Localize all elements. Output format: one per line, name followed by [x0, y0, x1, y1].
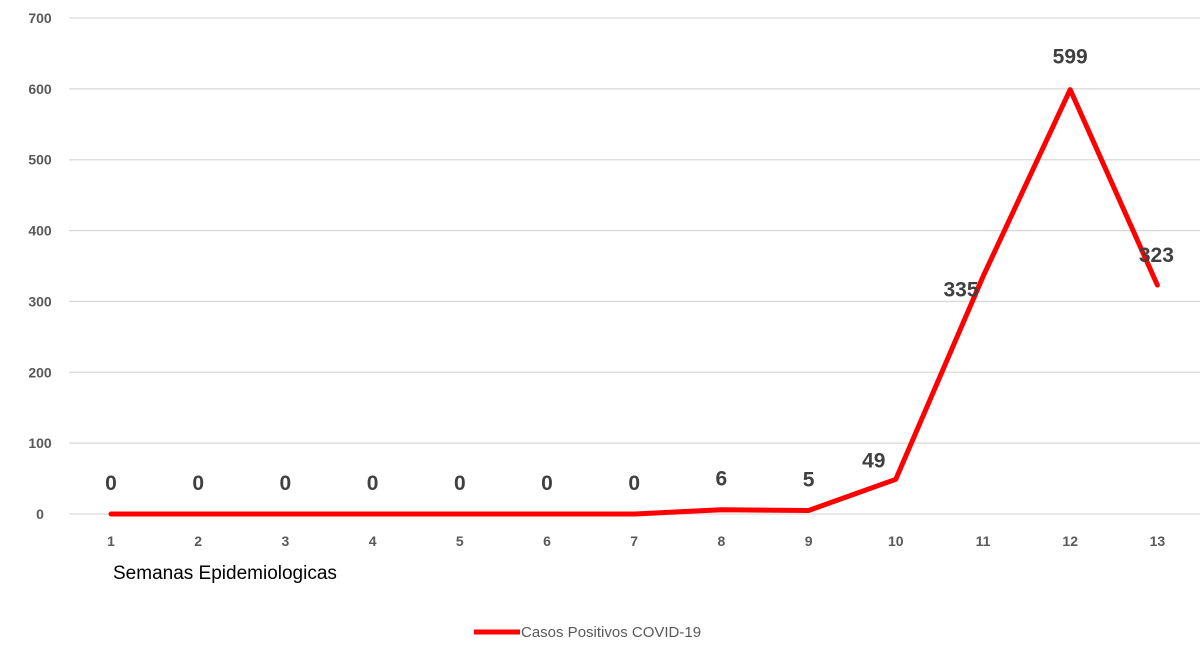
data-label: 0	[541, 472, 553, 495]
data-label: 5	[803, 468, 815, 491]
data-label: 0	[105, 472, 117, 495]
x-tick-label: 8	[718, 533, 726, 549]
x-tick-label: 4	[369, 533, 377, 549]
legend: Casos Positivos COVID-19	[474, 624, 701, 641]
legend-label: Casos Positivos COVID-19	[521, 624, 701, 641]
series-line	[108, 87, 1160, 517]
y-tick-label: 0	[36, 506, 44, 522]
series-group	[108, 87, 1160, 517]
x-tick-label: 3	[282, 533, 290, 549]
data-label: 0	[192, 472, 204, 495]
data-label: 0	[454, 472, 466, 495]
y-tick-label: 200	[28, 364, 52, 380]
data-label: 6	[716, 468, 728, 491]
x-tick-label: 2	[194, 533, 202, 549]
data-label: 0	[628, 472, 640, 495]
data-label: 49	[862, 449, 885, 472]
data-label: 323	[1139, 244, 1174, 267]
x-axis-ticks: 1 2 3 4 5 6 7 8 9 10 11 12 13	[107, 533, 1165, 549]
x-tick-label: 5	[456, 533, 464, 549]
y-tick-label: 500	[28, 152, 52, 168]
x-tick-label: 7	[630, 533, 638, 549]
x-tick-label: 1	[107, 533, 115, 549]
data-label: 0	[280, 472, 292, 495]
y-axis-ticks: 0 100 200 300 400 500 600 700	[28, 10, 52, 522]
x-tick-label: 6	[543, 533, 551, 549]
y-tick-label: 700	[28, 10, 52, 26]
y-tick-label: 400	[28, 223, 52, 239]
data-label: 599	[1053, 46, 1088, 69]
x-tick-label: 11	[976, 533, 991, 549]
x-axis-title: Semanas Epidemiologicas	[113, 563, 337, 584]
data-labels: 0 0 0 0 0 0 0 6 5 49 335 599 323	[105, 46, 1174, 495]
data-label: 335	[943, 279, 978, 302]
x-tick-label: 12	[1062, 533, 1078, 549]
data-label: 0	[367, 472, 379, 495]
y-tick-label: 300	[28, 293, 52, 309]
x-tick-label: 9	[805, 533, 813, 549]
y-tick-label: 600	[28, 81, 52, 97]
x-tick-label: 10	[888, 533, 904, 549]
gridlines	[69, 17, 1200, 515]
x-tick-label: 13	[1150, 533, 1166, 549]
y-tick-label: 100	[28, 435, 52, 451]
